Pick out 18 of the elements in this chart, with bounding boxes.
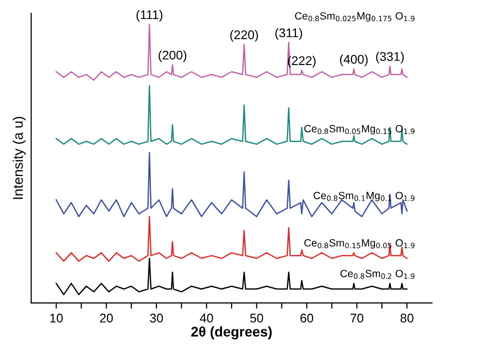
annotation: (200): [158, 50, 186, 62]
x-tick-label: 80: [400, 314, 414, 323]
series-label: Ce$_{0.8}$Sm$_{0.2}$ O$_{1.9}$: [340, 270, 414, 279]
x-tick-label: 40: [200, 314, 214, 323]
annotation: (111): [136, 10, 162, 22]
x-tick-label: 10: [50, 314, 63, 323]
annotation: (400): [340, 54, 368, 66]
x-axis-title: 2θ (degrees): [191, 326, 272, 340]
annotation: (220): [230, 30, 258, 42]
text: Ce$_{0.8}$Sm$_{0.025}$Mg$_{0.175}$ O$_{1.9}$: [295, 12, 414, 22]
annotation: (311): [275, 28, 302, 40]
x-tick-label: 50: [250, 314, 264, 323]
x-tick-label: 20: [100, 314, 113, 323]
annotation: (331): [376, 52, 404, 64]
x-tick-label: 30: [150, 314, 163, 323]
y-axis-title: Intensity (a u): [12, 116, 26, 199]
x-tick-label: 70: [350, 314, 364, 323]
x-tick-label: 60: [300, 314, 314, 323]
